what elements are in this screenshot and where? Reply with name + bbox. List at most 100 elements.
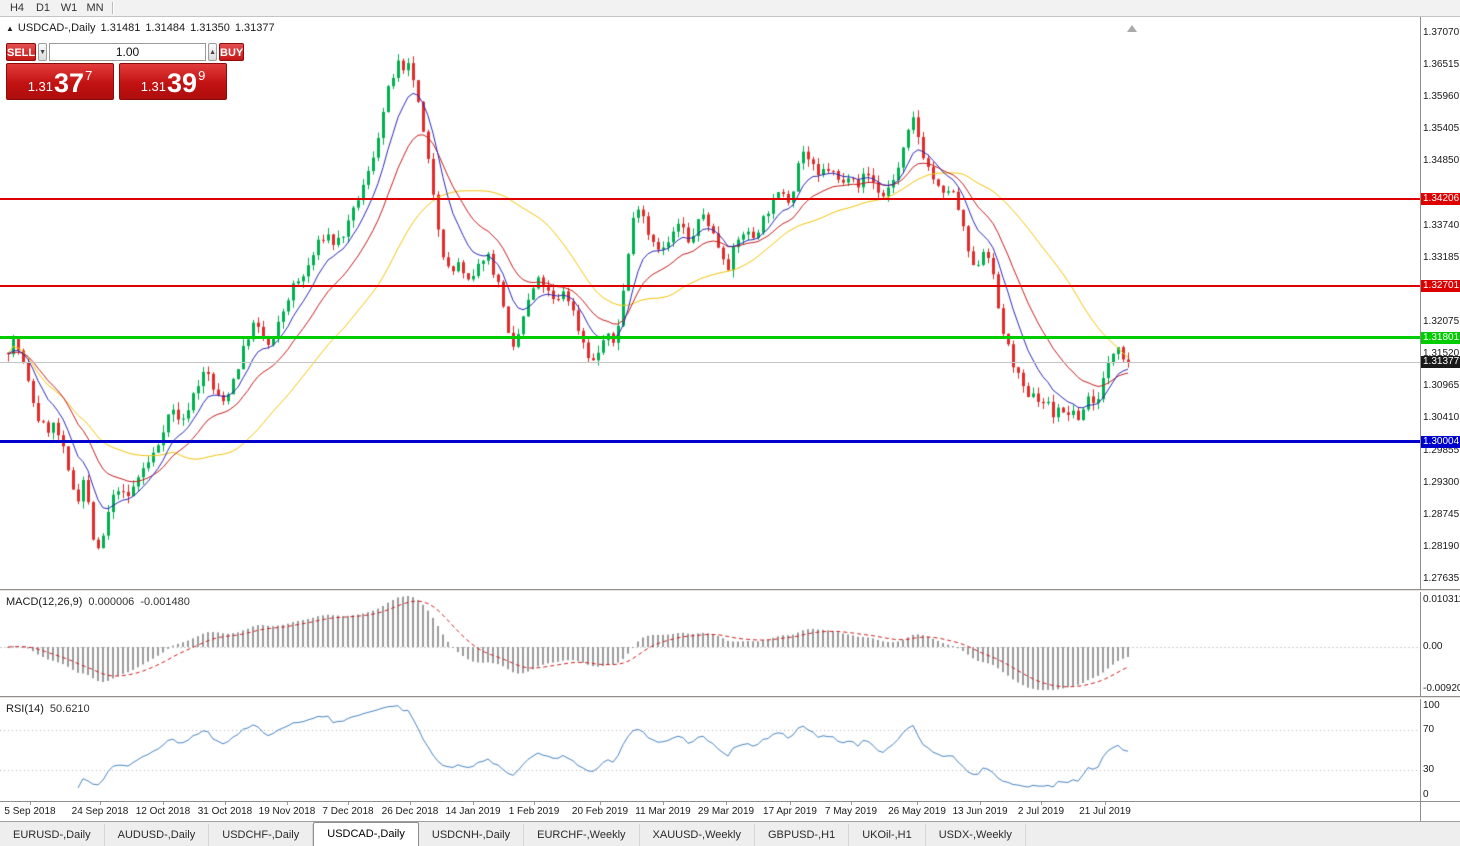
- candlestick-chart-canvas[interactable]: [0, 17, 1420, 589]
- bar-high-value: 1.31484: [145, 22, 186, 34]
- date-label: 20 Feb 2019: [571, 806, 629, 817]
- resistance-line-lower[interactable]: [0, 284, 1420, 287]
- date-axis: 5 Sep 2018 24 Sep 2018 12 Oct 2018 31 Oct 2…: [0, 801, 1460, 821]
- date-tick: [225, 802, 226, 805]
- resistance-line-upper[interactable]: [0, 197, 1420, 200]
- date-label: 29 Mar 2019: [697, 806, 755, 817]
- chart-tab-audusd-daily[interactable]: AUDUSD-,Daily: [105, 824, 210, 846]
- price-tick-label: 1.36515: [1423, 59, 1460, 71]
- date-label: 5 Sep 2018: [4, 806, 56, 817]
- one-click-panel-toggle-icon[interactable]: ▲: [6, 24, 14, 33]
- price-tick-label: 1.34850: [1423, 155, 1460, 167]
- timeframe-button-h4[interactable]: H4: [9, 2, 25, 14]
- date-tick: [163, 802, 164, 805]
- support-line-blue[interactable]: [0, 440, 1420, 444]
- sell-price-sup-digit: 7: [85, 68, 93, 83]
- sell-button[interactable]: SELL: [6, 43, 37, 61]
- sell-price-prefix: 1.31: [27, 79, 54, 94]
- macd-canvas[interactable]: [0, 592, 1420, 696]
- bar-close-value: 1.31377: [234, 22, 275, 34]
- bar-open-value: 1.31481: [100, 22, 141, 34]
- price-tick-label: 1.30410: [1423, 412, 1460, 424]
- volume-decrease-button[interactable]: ▼: [38, 43, 48, 61]
- chart-tab-gbpusd-h1[interactable]: GBPUSD-,H1: [755, 824, 850, 846]
- date-tick: [1105, 802, 1106, 805]
- date-label: 24 Sep 2018: [71, 806, 129, 817]
- rsi-axis-label: 100: [1423, 700, 1440, 711]
- macd-panel: MACD(12,26,9) 0.000006 -0.001480 0.010311 0…: [0, 592, 1460, 696]
- volume-increase-button[interactable]: ▲: [208, 43, 217, 61]
- chart-shift-marker-icon[interactable]: [1127, 25, 1137, 32]
- chart-tab-bar: EURUSD-,Daily AUDUSD-,Daily USDCHF-,Daily U…: [0, 821, 1460, 846]
- date-tick: [287, 802, 288, 805]
- date-tick: [1041, 802, 1042, 805]
- macd-title: MACD(12,26,9): [6, 596, 83, 608]
- macd-main-value: 0.000006: [88, 596, 135, 608]
- rsi-value: 50.6210: [49, 703, 90, 715]
- chart-tab-usdx-weekly[interactable]: USDX-,Weekly: [926, 824, 1026, 846]
- date-tick: [917, 802, 918, 805]
- buy-price-big-digits: 39: [167, 68, 198, 98]
- price-chart-panel: ▲ USDCAD-,Daily 1.31481 1.31484 1.31350 1.313…: [0, 17, 1460, 589]
- sell-price-display[interactable]: 1.31 37 7: [6, 63, 114, 100]
- price-tick-label: 1.30965: [1423, 380, 1460, 392]
- price-tick-label: 1.33185: [1423, 251, 1460, 263]
- symbol-timeframe-label: USDCAD-,Daily: [17, 22, 96, 34]
- date-tick: [100, 802, 101, 805]
- price-tick-label: 1.35405: [1423, 123, 1460, 135]
- buy-button[interactable]: BUY: [219, 43, 245, 61]
- macd-axis: 0.010311 0.00 -0.009201: [1420, 592, 1460, 696]
- chart-tab-usdcnh-daily[interactable]: USDCNH-,Daily: [419, 824, 525, 846]
- macd-signal-value: -0.001480: [140, 596, 190, 608]
- panel-splitter[interactable]: [0, 589, 1460, 592]
- trade-controls-row: SELL ▼ ▲ BUY: [6, 43, 245, 61]
- buy-price-prefix: 1.31: [140, 79, 167, 94]
- date-label: 7 May 2019: [824, 806, 878, 817]
- date-tick: [348, 802, 349, 805]
- price-tick-label: 1.37070: [1423, 27, 1460, 39]
- price-tick-label: 1.33740: [1423, 219, 1460, 231]
- chart-tab-eurchf-weekly[interactable]: EURCHF-,Weekly: [524, 824, 640, 846]
- rsi-header: RSI(14) 50.6210: [6, 703, 90, 715]
- trade-prices-row: 1.31 37 7 1.31 39 9: [6, 63, 227, 100]
- volume-input[interactable]: [49, 43, 207, 61]
- current-price-line: [0, 362, 1420, 364]
- date-label: 11 Mar 2019: [635, 806, 691, 817]
- date-label: 14 Jan 2019: [445, 806, 501, 817]
- timeframe-button-d1[interactable]: D1: [35, 2, 51, 14]
- date-tick: [473, 802, 474, 805]
- one-click-trading-panel: SELL ▼ ▲ BUY 1.31 37 7 1.31 39 9: [6, 43, 245, 100]
- rsi-axis-label: 70: [1423, 723, 1435, 735]
- date-label: 7 Dec 2018: [322, 806, 374, 817]
- bar-low-value: 1.31350: [190, 22, 230, 34]
- axis-separator: [1420, 802, 1421, 821]
- date-tick: [534, 802, 535, 805]
- timeframe-button-mn[interactable]: MN: [86, 2, 104, 14]
- date-label: 12 Oct 2018: [135, 806, 191, 817]
- date-label: 17 Apr 2019: [763, 806, 817, 817]
- buy-price-display[interactable]: 1.31 39 9: [119, 63, 227, 100]
- macd-axis-label: -0.009201: [1423, 682, 1460, 694]
- rsi-axis: 100 70 30 0: [1420, 699, 1460, 801]
- panel-splitter[interactable]: [0, 696, 1460, 699]
- support-line-green-price-label: 1.31801: [1421, 331, 1460, 344]
- date-label: 21 Jul 2019: [1079, 806, 1131, 817]
- price-tick-label: 1.28745: [1423, 508, 1460, 520]
- date-tick: [790, 802, 791, 805]
- timeframe-toolbar: H4 D1 W1 MN: [0, 0, 1460, 17]
- chart-tab-ukoil-h1[interactable]: UKOil-,H1: [849, 824, 926, 846]
- chart-tab-xauusd-weekly[interactable]: XAUUSD-,Weekly: [640, 824, 755, 846]
- rsi-canvas[interactable]: [0, 699, 1420, 801]
- date-tick: [980, 802, 981, 805]
- support-line-green[interactable]: [0, 336, 1420, 340]
- chart-tab-usdcad-daily[interactable]: USDCAD-,Daily: [313, 822, 419, 846]
- date-label: 13 Jun 2019: [952, 806, 1008, 817]
- rsi-title: RSI(14): [6, 703, 44, 715]
- timeframe-button-w1[interactable]: W1: [60, 2, 78, 14]
- price-tick-label: 1.32075: [1423, 316, 1460, 328]
- chart-tab-usdchf-daily[interactable]: USDCHF-,Daily: [209, 824, 314, 846]
- rsi-axis-label: 0: [1423, 789, 1429, 800]
- chart-tab-eurusd-daily[interactable]: EURUSD-,Daily: [0, 824, 105, 846]
- date-tick: [600, 802, 601, 805]
- macd-axis-label: 0.010311: [1423, 593, 1460, 605]
